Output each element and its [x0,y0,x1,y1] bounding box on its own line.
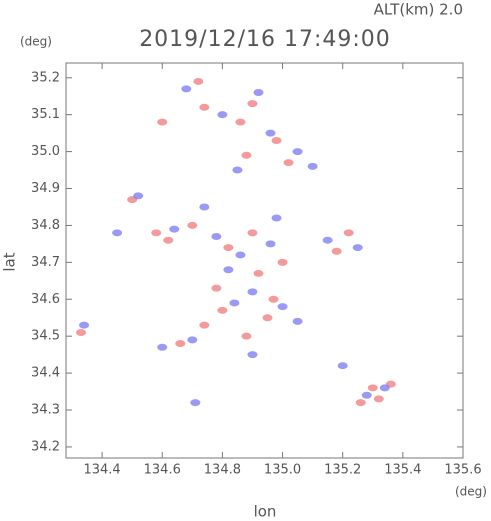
plot-frame [65,62,464,459]
echo-point [187,221,198,229]
echo-point [247,229,258,237]
echo-point [235,118,246,126]
y-tick-label: 35.0 [31,144,60,159]
echo-point [352,244,363,252]
x-tick-label: 135.4 [384,463,421,478]
echo-point [373,395,384,403]
header: ALT(km) 2.0 [374,1,463,19]
y-tick-label: 34.3 [31,403,60,418]
y-tick-label: 34.2 [31,439,60,454]
echo-point [367,384,378,392]
echo-point [223,244,234,252]
echo-point [229,299,240,307]
echo-point [292,317,303,325]
echo-point [211,233,222,241]
echo-point [235,251,246,259]
y-tick-label: 34.5 [31,329,60,344]
echo-point [157,343,168,351]
echo-point [199,203,210,211]
echo-point [163,236,174,244]
echo-point [271,137,282,145]
echo-point [283,159,294,167]
echo-point [268,295,279,303]
x-tick-label: 135.6 [444,463,481,478]
y-tick-label: 34.6 [31,292,60,307]
y-tick-label: 34.7 [31,255,60,270]
y-tick-label: 35.2 [31,70,60,85]
echo-point [193,77,204,85]
echo-point [199,321,210,329]
chart-title: 2019/12/16 17:49:00 [139,27,391,52]
y-tick-label: 34.9 [31,181,60,196]
x-tick-label: 134.8 [204,463,241,478]
y-unit: (deg) [20,35,52,49]
echo-point [232,166,243,174]
x-tick-label: 134.4 [83,463,120,478]
x-unit: (deg) [455,485,487,499]
echo-point [181,85,192,93]
echo-point [331,247,342,255]
echo-point [379,384,390,392]
echo-point [190,399,201,407]
echo-point [211,284,222,292]
echo-point [355,399,366,407]
echo-point [271,214,282,222]
y-tick-label: 34.8 [31,218,60,233]
y-tick-label: 35.1 [31,107,60,122]
echo-point [277,258,288,266]
echo-point [175,340,186,348]
y-label: lat [1,252,19,271]
echo-point [247,351,258,359]
x-tick-label: 135.2 [324,463,361,478]
echo-point [337,362,348,370]
echo-point [76,328,87,336]
y-tick-label: 34.4 [31,366,60,381]
echo-point [253,269,264,277]
echo-point [253,89,264,97]
echo-point [199,103,210,111]
echo-point [292,148,303,156]
echo-point [343,229,354,237]
echo-point [151,229,162,237]
echo-point [262,314,273,322]
echo-point [361,391,372,399]
echo-point [169,225,180,233]
echo-point [217,306,228,314]
echo-point [79,321,90,329]
echo-point [157,118,168,126]
x-label: lon [254,503,277,521]
echo-point [247,100,258,108]
echo-point [217,111,228,119]
echo-point [247,288,258,296]
echo-point [112,229,123,237]
x-tick-label: 134.6 [144,463,181,478]
echo-point [223,266,234,274]
echo-point [322,236,333,244]
echo-point [241,332,252,340]
echo-point [133,192,144,200]
echo-point [241,151,252,159]
echo-point [277,303,288,311]
echo-point [265,129,276,137]
echo-point [307,162,318,170]
x-tick-label: 135.0 [264,463,301,478]
echo-point [265,240,276,248]
echo-point [187,336,198,344]
